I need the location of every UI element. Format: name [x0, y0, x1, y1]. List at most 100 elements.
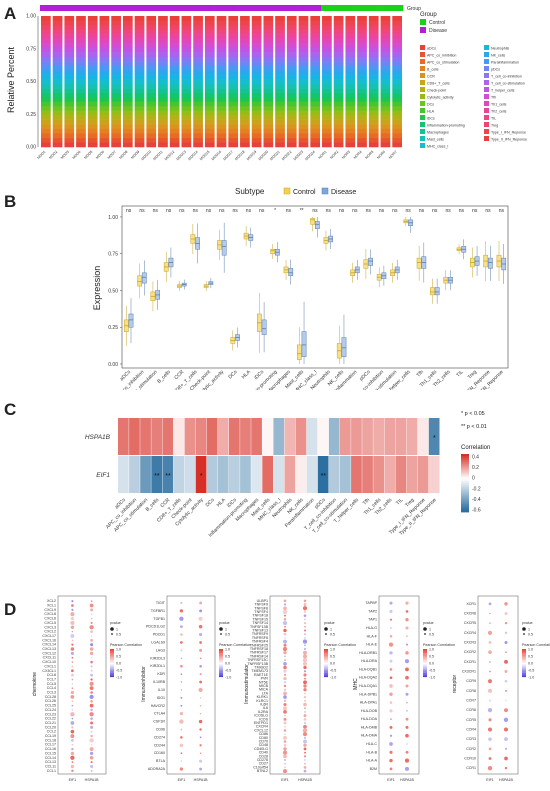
bar-segment: [368, 61, 379, 66]
bar-segment: [322, 16, 332, 21]
celltype-legend-label: CD8+_T_cells: [427, 81, 450, 85]
heat-legend-title: Correlation: [461, 445, 490, 451]
dotplot-colorbar-step: [324, 657, 328, 659]
dotplot-gene-label: ENTPD1: [254, 721, 268, 725]
dotplot-gene-label: CXCR5: [464, 621, 476, 625]
bar-segment: [286, 128, 297, 134]
bar-segment: [111, 119, 121, 125]
heatmap-cell: [295, 456, 307, 493]
bar-segment: [357, 56, 367, 62]
bar-segment: [122, 29, 133, 35]
dotplot-colorbar-tick: 1.0: [330, 648, 335, 652]
bar-segment: [333, 124, 344, 129]
bar-segment: [263, 78, 274, 84]
bar-segment: [122, 96, 133, 102]
bar-segment: [275, 142, 285, 148]
heatmap-cell: [395, 418, 407, 455]
dotplot-colorbar-step: [110, 675, 114, 678]
bar-segment: [310, 142, 321, 148]
bar-segment: [251, 119, 262, 125]
dotplot-gene-label: CD40: [259, 751, 268, 755]
bar-segment: [111, 110, 121, 116]
bar-segment: [310, 101, 321, 107]
dotplot-gene-label: CX3CR1: [462, 670, 476, 674]
dotplot-dot: [303, 717, 307, 721]
bar-segment: [169, 92, 180, 98]
dotplot-dot: [180, 649, 183, 652]
bar-segment: [122, 88, 133, 93]
bar-segment: [146, 88, 157, 93]
bar-segment: [169, 65, 180, 71]
bar-segment: [99, 38, 110, 44]
x-tick-label: MDD10: [141, 150, 152, 161]
dotplot-colorbar-step: [110, 668, 114, 671]
bar-segment: [216, 29, 227, 35]
group-legend-label: Disease: [429, 28, 447, 34]
dotplot-dot: [390, 627, 392, 629]
celltype-legend-label: NK_cells: [491, 53, 505, 57]
heat-legend-step: [461, 490, 469, 494]
bar-segment: [368, 142, 379, 148]
significance-label: ns: [139, 208, 145, 214]
bar-segment: [76, 47, 86, 53]
dotplot-dot: [303, 714, 307, 718]
bar-segment: [122, 110, 133, 116]
heat-legend-step: [461, 454, 469, 457]
bar-segment: [286, 43, 297, 48]
heatmap-cell: [173, 456, 185, 493]
bar-segment: [345, 61, 356, 66]
bar-segment: [87, 92, 98, 98]
bar-segment: [193, 43, 203, 48]
heatmap-star: **: [321, 473, 327, 480]
celltype-legend-swatch: [420, 108, 425, 113]
dotplot-gene-label: CCL13: [45, 760, 56, 764]
bar-segment: [392, 61, 402, 66]
bar-segment: [286, 101, 297, 107]
dotplot-gene-label: CXCL8: [44, 612, 56, 616]
plot-frame: [121, 205, 509, 369]
dotplot-dot: [283, 695, 287, 699]
bar-segment: [357, 110, 367, 116]
bar-segment: [298, 29, 309, 35]
dotplot-dot: [488, 641, 492, 644]
heatmap-cell: [273, 456, 285, 493]
dotplot-dot: [71, 661, 74, 663]
bar-segment: [275, 88, 285, 93]
bar-segment: [322, 92, 332, 98]
bar-segment: [251, 124, 262, 129]
dotplot-dot: [283, 669, 287, 673]
heatmap-cell: [373, 418, 384, 455]
dotplot-colorbar-step: [423, 653, 427, 655]
bar-segment: [286, 29, 297, 35]
dotplot-gene-label: CXCR6: [464, 612, 476, 616]
bar-segment: [64, 83, 75, 89]
bar-segment: [169, 29, 180, 35]
group-bar-cell: [285, 5, 298, 11]
bar-segment: [52, 92, 63, 98]
heatmap-cell: [251, 418, 262, 455]
celltype-legend-label: Macrophages: [427, 130, 449, 134]
bar-segment: [216, 137, 227, 143]
dotplot-dot: [70, 612, 75, 617]
dotplot-dot: [389, 659, 393, 663]
bar-segment: [298, 124, 309, 129]
dotplot-dot: [389, 692, 393, 697]
dotplot-dot: [489, 699, 491, 702]
dotplot-gene-label: CD80: [259, 736, 268, 740]
dotplot-dot: [405, 610, 409, 613]
bar-segment: [99, 92, 110, 98]
bar-segment: [322, 56, 332, 62]
dotplot-gene-label: CCL11: [45, 764, 56, 768]
dotplot-gene-label: ICOSLG: [254, 714, 268, 718]
dotplot-dot: [283, 691, 287, 696]
bar-segment: [181, 34, 192, 39]
bar-segment: [310, 56, 321, 62]
dotplot-gene-label: KIR2DL1: [150, 664, 165, 668]
dotplot-colorbar-step: [423, 671, 427, 673]
significance-label: ns: [459, 208, 465, 214]
dotplot-dot: [199, 633, 203, 637]
bar-segment: [368, 52, 379, 57]
heatmap-cell: [295, 418, 307, 455]
bar-segment: [298, 74, 309, 80]
dotplot-gene-label: CD244: [154, 743, 165, 747]
